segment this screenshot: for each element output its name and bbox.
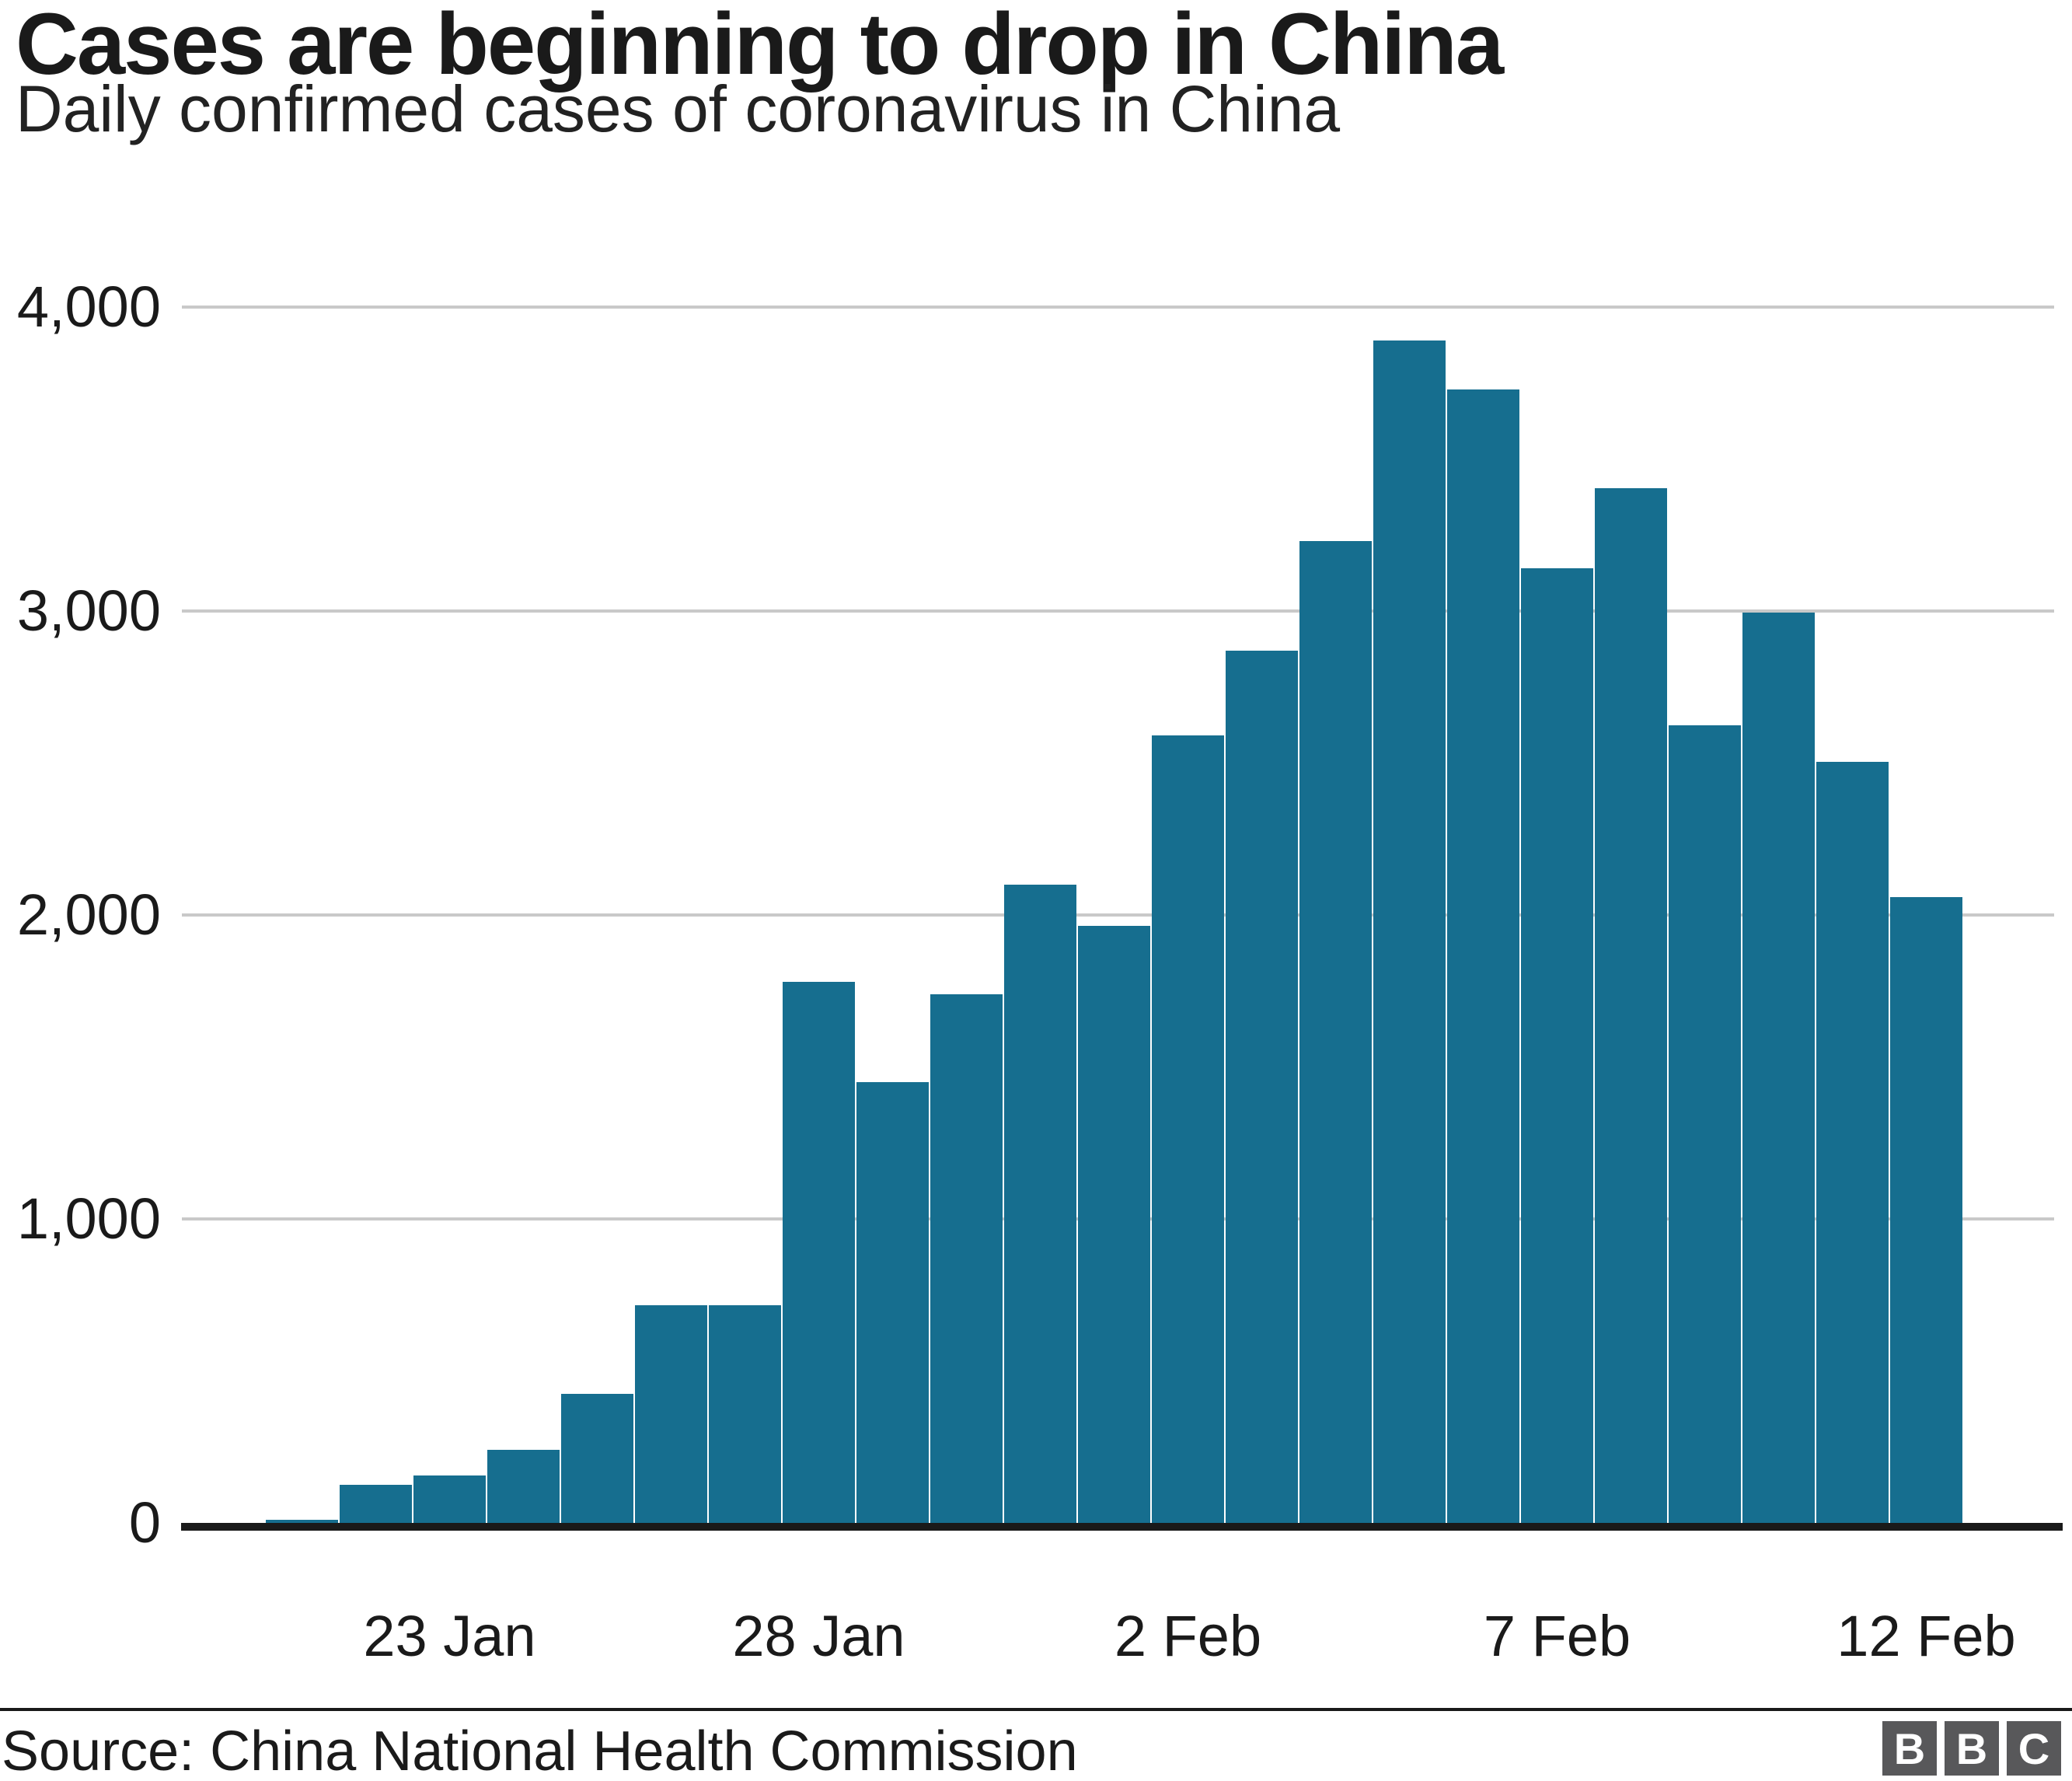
bbc-logo-block: C — [2007, 1721, 2061, 1776]
bar-2-feb — [1152, 735, 1224, 1523]
y-axis-tick-label: 3,000 — [16, 578, 161, 643]
bar-25-jan — [561, 1394, 633, 1523]
bar-3-feb — [1226, 651, 1298, 1523]
y-axis-tick-label: 4,000 — [16, 274, 161, 339]
chart-subtitle: Daily confirmed cases of coronavirus in … — [16, 72, 1341, 145]
footer-divider — [0, 1708, 2072, 1711]
gridline-2000 — [182, 913, 2054, 917]
bar-23-jan — [413, 1475, 486, 1523]
bar-26-jan — [635, 1305, 707, 1523]
bbc-logo-block: B — [1945, 1721, 1999, 1776]
bar-30-jan — [930, 994, 1003, 1523]
bar-28-jan — [783, 982, 855, 1523]
source-attribution: Source: China National Health Commission — [2, 1720, 1078, 1781]
bar-12-feb — [1890, 897, 1962, 1523]
page-title: Cases are beginning to drop in China — [16, 0, 1504, 93]
bar-7-feb — [1521, 568, 1593, 1523]
bar-1-feb — [1078, 926, 1150, 1523]
bar-9-feb — [1669, 725, 1741, 1523]
x-axis-tick-label: 7 Feb — [1483, 1604, 1631, 1668]
bbc-logo-block: B — [1882, 1721, 1937, 1776]
gridline-4000 — [182, 306, 2054, 309]
x-axis-baseline — [181, 1523, 2063, 1531]
bar-24-jan — [487, 1450, 560, 1523]
y-axis-tick-label: 1,000 — [16, 1186, 161, 1251]
bar-27-jan — [709, 1305, 781, 1523]
bar-5-feb — [1373, 340, 1446, 1523]
bar-10-feb — [1742, 613, 1815, 1523]
x-axis-tick-label: 12 Feb — [1837, 1604, 2016, 1668]
bar-4-feb — [1299, 541, 1372, 1523]
y-axis-tick-label: 2,000 — [16, 882, 161, 947]
gridline-3000 — [182, 609, 2054, 613]
y-axis-tick-label: 0 — [128, 1490, 161, 1555]
x-axis-tick-label: 23 Jan — [363, 1604, 536, 1668]
bar-29-jan — [856, 1082, 929, 1523]
bar-11-feb — [1816, 762, 1889, 1523]
bar-22-jan — [340, 1485, 412, 1523]
bar-8-feb — [1595, 488, 1667, 1523]
bar-21-jan — [266, 1520, 338, 1523]
bar-6-feb — [1447, 389, 1519, 1523]
x-axis-tick-label: 2 Feb — [1114, 1604, 1262, 1668]
bar-31-jan — [1004, 885, 1076, 1523]
x-axis-tick-label: 28 Jan — [732, 1604, 905, 1668]
